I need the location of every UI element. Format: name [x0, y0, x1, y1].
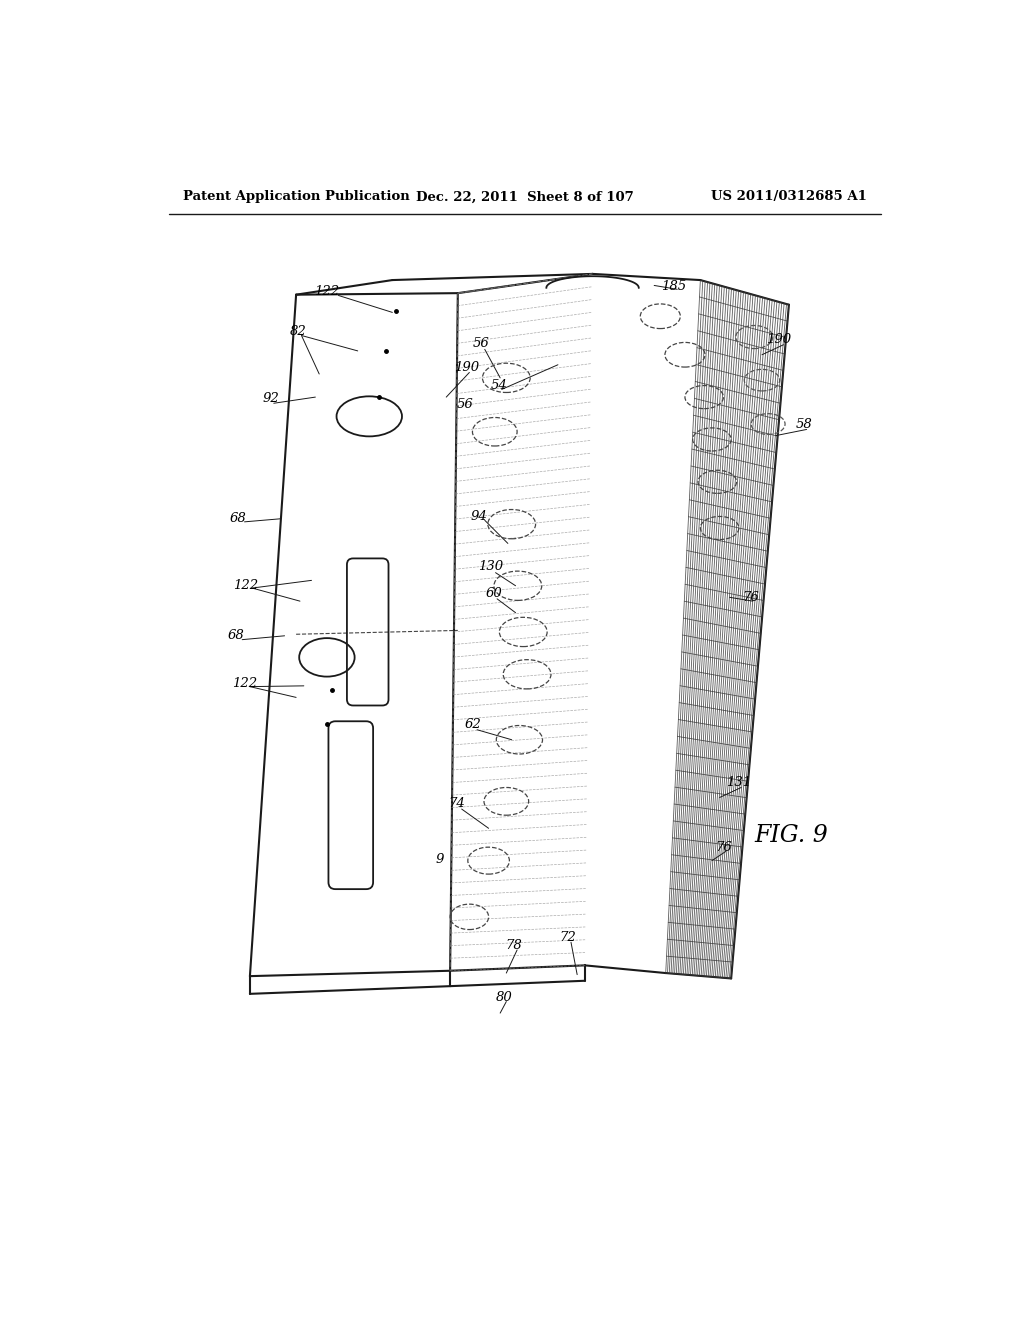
- Text: 131: 131: [726, 776, 752, 788]
- Text: 82: 82: [290, 325, 307, 338]
- Text: Patent Application Publication: Patent Application Publication: [183, 190, 410, 203]
- Text: 122: 122: [233, 579, 259, 593]
- Text: 94: 94: [471, 510, 487, 523]
- Text: 122: 122: [314, 285, 340, 298]
- Text: 130: 130: [477, 560, 503, 573]
- Text: 60: 60: [485, 587, 503, 601]
- Text: 76: 76: [715, 841, 732, 854]
- Text: 190: 190: [455, 362, 479, 375]
- Text: 92: 92: [262, 392, 280, 405]
- Text: 9: 9: [436, 853, 444, 866]
- Text: 80: 80: [496, 991, 512, 1005]
- Text: 74: 74: [447, 797, 465, 810]
- Text: 72: 72: [559, 931, 577, 944]
- Text: FIG. 9: FIG. 9: [755, 825, 828, 847]
- Text: 56: 56: [472, 337, 489, 350]
- Text: 68: 68: [230, 512, 247, 525]
- Text: 68: 68: [227, 630, 245, 643]
- Text: 58: 58: [796, 417, 813, 430]
- Text: 76: 76: [742, 591, 759, 603]
- Text: 78: 78: [506, 939, 522, 952]
- Text: 122: 122: [232, 677, 257, 690]
- Text: 56: 56: [457, 399, 474, 412]
- Text: 190: 190: [766, 333, 792, 346]
- Text: 185: 185: [660, 280, 686, 293]
- Text: US 2011/0312685 A1: US 2011/0312685 A1: [711, 190, 866, 203]
- Text: 54: 54: [490, 379, 507, 392]
- Text: 62: 62: [465, 718, 481, 731]
- Text: Dec. 22, 2011  Sheet 8 of 107: Dec. 22, 2011 Sheet 8 of 107: [416, 190, 634, 203]
